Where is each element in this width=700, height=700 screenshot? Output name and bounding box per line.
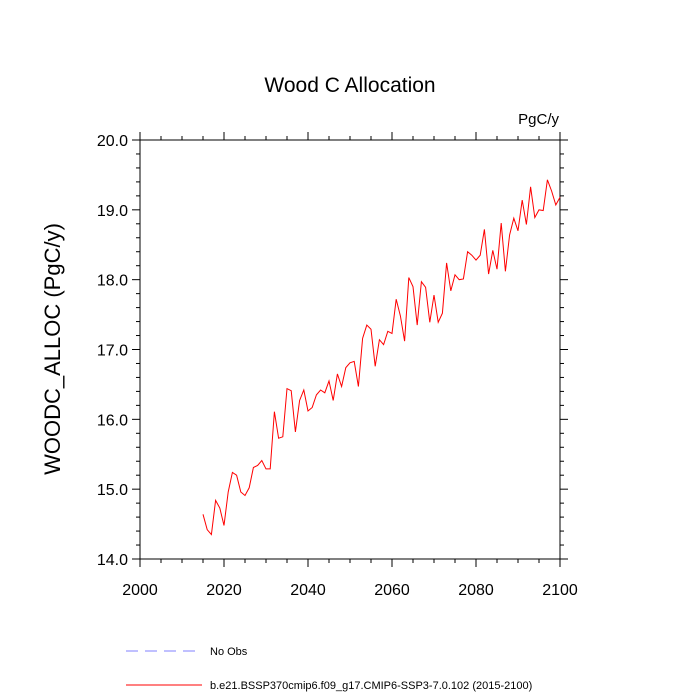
y-tick-label: 16.0 (97, 412, 128, 429)
x-tick-label: 2020 (206, 582, 242, 599)
legend-label: b.e21.BSSP370cmip6.f09_g17.CMIP6-SSP3-7.… (210, 680, 532, 692)
axis-ticks (132, 132, 568, 567)
legend: No Obs b.e21.BSSP370cmip6.f09_g17.CMIP6-S… (126, 646, 532, 692)
x-tick-label: 2040 (290, 582, 326, 599)
x-tick-label: 2000 (122, 582, 158, 599)
chart-title: Wood C Allocation (264, 74, 435, 97)
x-tick-label: 2060 (374, 582, 410, 599)
units-label: PgC/y (518, 111, 559, 128)
y-tick-label: 15.0 (97, 482, 128, 499)
x-tick-label: 2080 (458, 582, 494, 599)
legend-label: No Obs (210, 646, 248, 658)
y-tick-label: 20.0 (97, 133, 128, 150)
y-tick-label: 19.0 (97, 203, 128, 220)
x-tick-label: 2100 (542, 582, 578, 599)
series-line (202, 179, 561, 536)
y-tick-label: 18.0 (97, 273, 128, 290)
plot-frame (139, 139, 561, 560)
y-axis-label: WOODC_ALLOC (PgC/y) (40, 223, 65, 475)
axis-tick-labels: 2000 2020 2040 2060 2080 2100 14.0 15.0 16.0 17.0… (97, 133, 578, 599)
series-layer (202, 179, 561, 536)
y-tick-label: 17.0 (97, 343, 128, 360)
y-tick-label: 14.0 (97, 552, 128, 569)
